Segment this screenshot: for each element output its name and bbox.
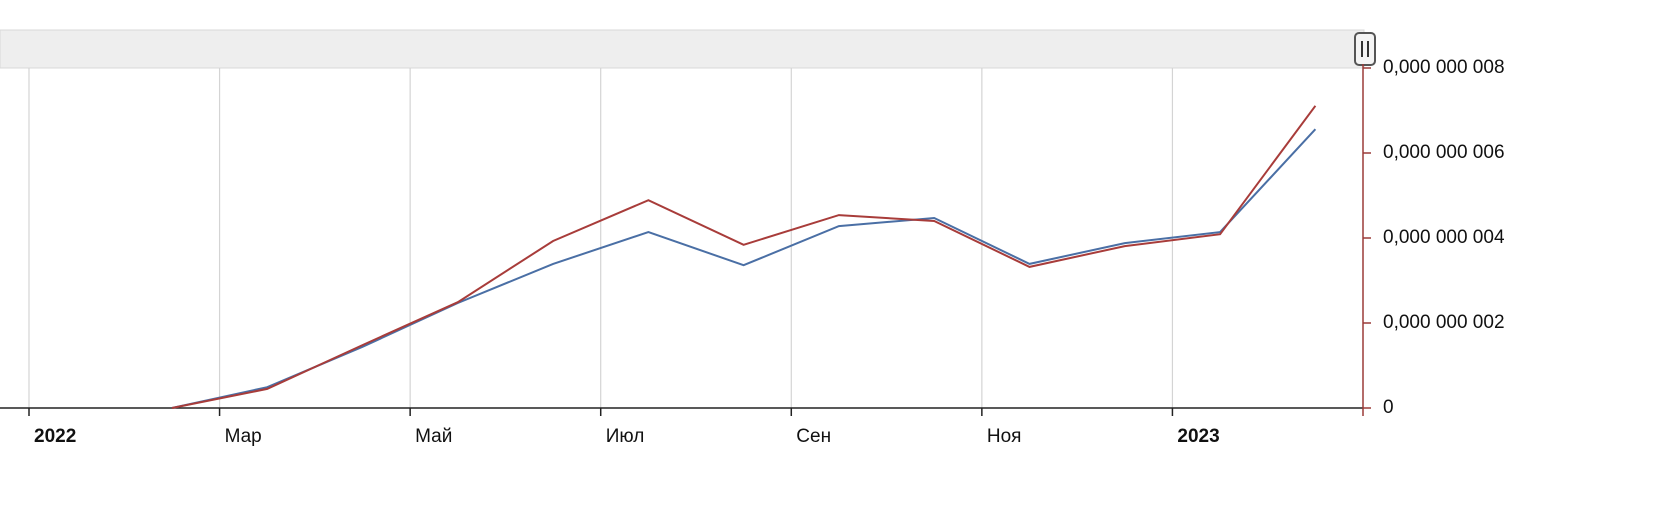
x-tick-label: Май (415, 426, 452, 447)
y-tick-label: 0,000 000 004 (1383, 227, 1505, 248)
y-tick-label: 0,000 000 008 (1383, 57, 1505, 78)
data-line (171, 105, 1317, 409)
x-tick-label: Сен (796, 426, 831, 447)
y-tick-label: 0 (1383, 397, 1394, 418)
x-tick-label: Июл (606, 426, 645, 447)
scroll-handle[interactable] (1354, 32, 1376, 66)
navigator-bar (0, 29, 1365, 69)
y-tick-label: 0,000 000 006 (1383, 142, 1505, 163)
x-tick-label: 2022 (34, 426, 76, 447)
data-line (171, 128, 1317, 409)
x-tick-label: 2023 (1177, 426, 1219, 447)
x-tick-label: Мар (225, 426, 262, 447)
y-tick-label: 0,000 000 002 (1383, 312, 1505, 333)
x-tick-label: Ноя (987, 426, 1022, 447)
